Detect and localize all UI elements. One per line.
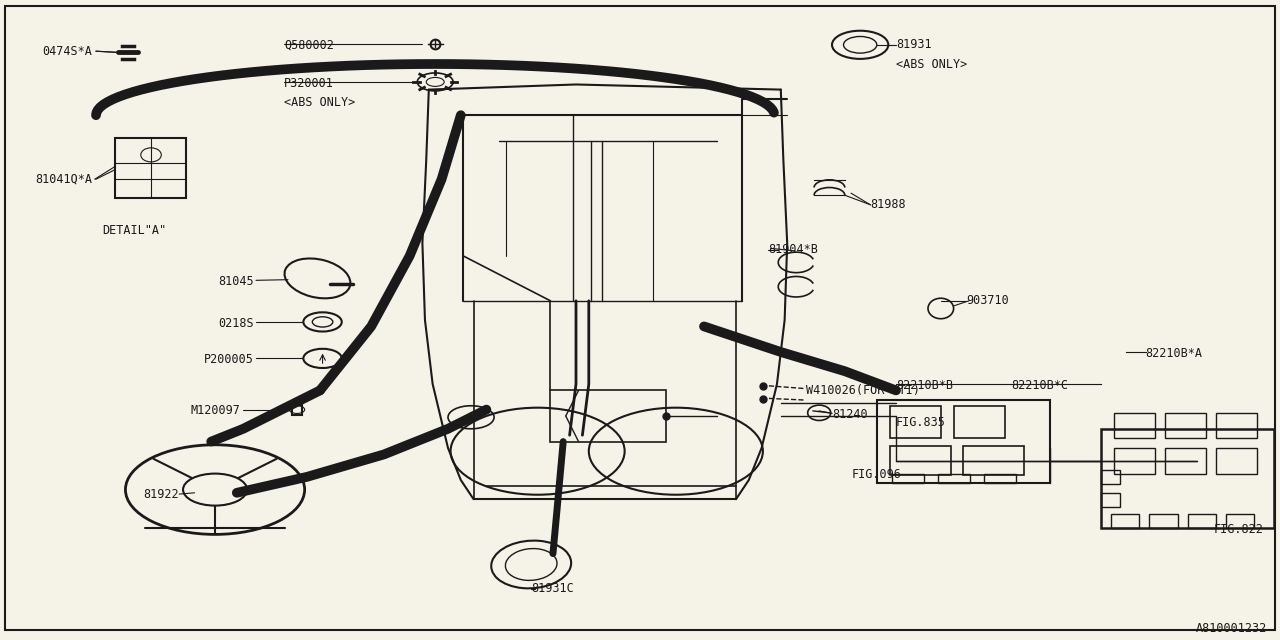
Text: 81240: 81240 [832, 408, 868, 421]
Text: 81988: 81988 [870, 198, 906, 211]
Text: 82210B*A: 82210B*A [1146, 347, 1203, 360]
Text: FIG.822: FIG.822 [1213, 524, 1263, 536]
Text: 903710: 903710 [966, 294, 1009, 307]
Text: FIG.096: FIG.096 [851, 468, 901, 481]
Text: 82210B*C: 82210B*C [1011, 379, 1069, 392]
Text: <ABS ONLY>: <ABS ONLY> [896, 58, 968, 70]
Text: Q580002: Q580002 [284, 38, 334, 51]
Text: 81931C: 81931C [531, 582, 573, 595]
Text: P200005: P200005 [204, 353, 253, 366]
Text: FIG.835: FIG.835 [896, 416, 946, 429]
Text: W410026(FOR STI): W410026(FOR STI) [806, 384, 920, 397]
Text: P320001: P320001 [284, 77, 334, 90]
Text: 81045: 81045 [218, 275, 253, 288]
Text: 81931: 81931 [896, 38, 932, 51]
Text: M120097: M120097 [191, 404, 241, 417]
Text: A810001232: A810001232 [1196, 622, 1267, 635]
Text: 81904*B: 81904*B [768, 243, 818, 256]
Text: 81922: 81922 [143, 488, 179, 500]
Text: 82210B*B: 82210B*B [896, 379, 954, 392]
Text: DETAIL"A": DETAIL"A" [102, 224, 166, 237]
Text: A: A [468, 412, 474, 422]
Text: 81041Q*A: 81041Q*A [35, 173, 92, 186]
Text: <ABS ONLY>: <ABS ONLY> [284, 96, 356, 109]
Text: 0474S*A: 0474S*A [42, 45, 92, 58]
Text: 0218S: 0218S [218, 317, 253, 330]
